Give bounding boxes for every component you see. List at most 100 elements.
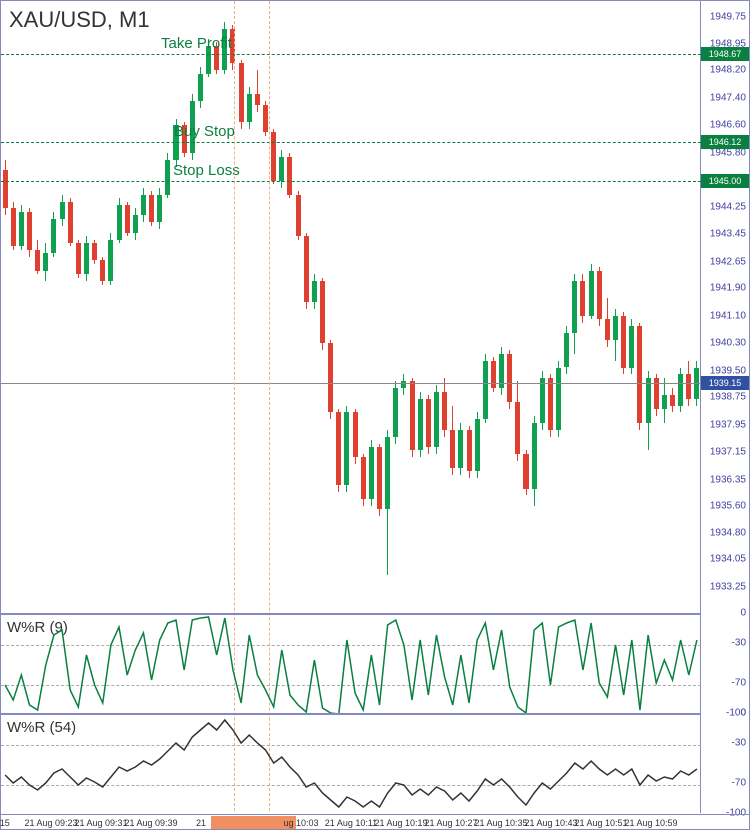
candle-body[interactable] bbox=[548, 378, 553, 430]
candle-body[interactable] bbox=[141, 195, 146, 216]
candle-body[interactable] bbox=[247, 94, 252, 122]
price-label: 1949.75 bbox=[710, 11, 746, 22]
indicator-ylabel: -30 bbox=[732, 638, 746, 649]
candle-body[interactable] bbox=[279, 157, 284, 181]
candle-body[interactable] bbox=[320, 281, 325, 343]
level-line[interactable] bbox=[1, 54, 701, 55]
candle-body[interactable] bbox=[198, 74, 203, 102]
candle-body[interactable] bbox=[597, 271, 602, 319]
candle-body[interactable] bbox=[385, 437, 390, 510]
candle-body[interactable] bbox=[255, 94, 260, 104]
candle-body[interactable] bbox=[426, 399, 431, 447]
candle-body[interactable] bbox=[68, 202, 73, 243]
candle-body[interactable] bbox=[662, 395, 667, 409]
candle-body[interactable] bbox=[157, 195, 162, 223]
candle-body[interactable] bbox=[76, 243, 81, 274]
time-label: 9:15 bbox=[0, 818, 10, 828]
candle-body[interactable] bbox=[11, 208, 16, 246]
candle-body[interactable] bbox=[605, 319, 610, 340]
candle-body[interactable] bbox=[515, 402, 520, 454]
level-label: Buy Stop bbox=[174, 123, 235, 140]
level-line[interactable] bbox=[1, 181, 701, 182]
candle-body[interactable] bbox=[344, 412, 349, 485]
candle-body[interactable] bbox=[263, 105, 268, 133]
indicator-wpr-54[interactable]: W%R (54) bbox=[1, 713, 701, 813]
candle-body[interactable] bbox=[629, 326, 634, 367]
candle-body[interactable] bbox=[43, 253, 48, 270]
candle-body[interactable] bbox=[304, 236, 309, 302]
indicator-wpr-9[interactable]: W%R (9) bbox=[1, 613, 701, 713]
time-label: 21 Aug 10:43 bbox=[524, 818, 577, 828]
candle-body[interactable] bbox=[165, 160, 170, 195]
candle-body[interactable] bbox=[239, 63, 244, 122]
candle-body[interactable] bbox=[483, 361, 488, 420]
candle-body[interactable] bbox=[532, 423, 537, 489]
indicator-ylabel: 0 bbox=[740, 608, 746, 619]
candle-body[interactable] bbox=[336, 412, 341, 485]
price-label: 1941.10 bbox=[710, 310, 746, 321]
candle-body[interactable] bbox=[353, 412, 358, 457]
candle-body[interactable] bbox=[467, 430, 472, 471]
candle-body[interactable] bbox=[589, 271, 594, 316]
candle-body[interactable] bbox=[377, 447, 382, 509]
candle-body[interactable] bbox=[678, 374, 683, 405]
candle-body[interactable] bbox=[328, 343, 333, 412]
candle-body[interactable] bbox=[418, 399, 423, 451]
candle-body[interactable] bbox=[556, 368, 561, 430]
candle-body[interactable] bbox=[108, 240, 113, 281]
candle-body[interactable] bbox=[458, 430, 463, 468]
candle-body[interactable] bbox=[491, 361, 496, 389]
candle-body[interactable] bbox=[393, 388, 398, 436]
time-label: 21 Aug 10:59 bbox=[624, 818, 677, 828]
candle-body[interactable] bbox=[287, 157, 292, 195]
level-line[interactable] bbox=[1, 142, 701, 143]
candle-body[interactable] bbox=[410, 381, 415, 450]
candle-body[interactable] bbox=[361, 457, 366, 498]
candle-body[interactable] bbox=[442, 392, 447, 430]
candle-body[interactable] bbox=[434, 392, 439, 447]
candle-body[interactable] bbox=[564, 333, 569, 368]
level-price-tag: 1948.67 bbox=[701, 47, 749, 61]
indicator-line bbox=[5, 617, 697, 714]
candle-body[interactable] bbox=[51, 219, 56, 254]
candle-body[interactable] bbox=[19, 212, 24, 247]
candle-body[interactable] bbox=[507, 354, 512, 402]
candle-body[interactable] bbox=[133, 215, 138, 232]
candle-body[interactable] bbox=[149, 195, 154, 223]
candle-body[interactable] bbox=[369, 447, 374, 499]
candle-body[interactable] bbox=[475, 419, 480, 471]
level-label: Stop Loss bbox=[173, 162, 240, 179]
price-label: 1935.60 bbox=[710, 500, 746, 511]
candle-body[interactable] bbox=[92, 243, 97, 260]
time-label: 21 Aug 09:23 bbox=[24, 818, 77, 828]
candle-body[interactable] bbox=[686, 374, 691, 398]
time-label: 21 Aug 10:27 bbox=[424, 818, 477, 828]
level-price-tag: 1946.12 bbox=[701, 135, 749, 149]
candle-body[interactable] bbox=[670, 395, 675, 405]
indicator-ylabel: 0 bbox=[740, 708, 746, 719]
candle-body[interactable] bbox=[125, 205, 130, 233]
candle-body[interactable] bbox=[117, 205, 122, 240]
candle-body[interactable] bbox=[27, 212, 32, 250]
price-label: 1937.15 bbox=[710, 447, 746, 458]
current-price-tag: 1939.15 bbox=[701, 376, 749, 390]
main-chart[interactable]: XAU/USD, M1 Take ProfitBuy StopStop Loss bbox=[1, 1, 701, 613]
candle-body[interactable] bbox=[646, 378, 651, 423]
candle-body[interactable] bbox=[613, 316, 618, 340]
candle-body[interactable] bbox=[572, 281, 577, 333]
candle-body[interactable] bbox=[35, 250, 40, 271]
candle-body[interactable] bbox=[296, 195, 301, 236]
candle-body[interactable] bbox=[540, 378, 545, 423]
indicator-ylabel: -30 bbox=[732, 738, 746, 749]
candle-body[interactable] bbox=[637, 326, 642, 423]
candle-body[interactable] bbox=[312, 281, 317, 302]
candle-body[interactable] bbox=[84, 243, 89, 274]
candle-body[interactable] bbox=[621, 316, 626, 368]
candle-body[interactable] bbox=[100, 260, 105, 281]
candle-body[interactable] bbox=[60, 202, 65, 219]
candle-body[interactable] bbox=[523, 454, 528, 489]
candle-body[interactable] bbox=[450, 430, 455, 468]
candle-body[interactable] bbox=[271, 132, 276, 180]
candle-body[interactable] bbox=[3, 170, 8, 208]
candle-body[interactable] bbox=[580, 281, 585, 316]
